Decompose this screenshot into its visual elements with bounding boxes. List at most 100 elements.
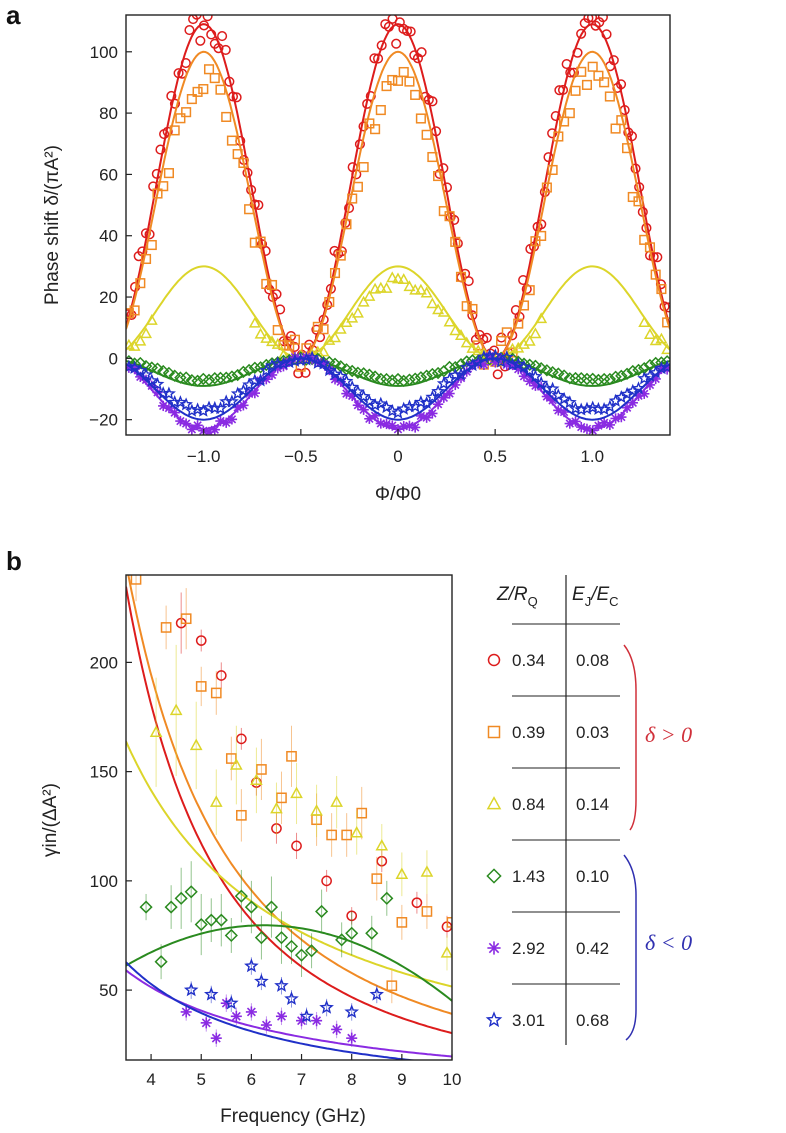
panel-a-ylabel: Phase shift δ/(πA²) <box>42 145 63 305</box>
panel-b-point-yellow <box>270 801 283 814</box>
panel-a-fit-purple <box>126 357 670 430</box>
panel-a-point-orange <box>570 85 581 96</box>
panel-b-point-green <box>204 913 218 927</box>
panel-a-point-orange <box>622 143 633 154</box>
panel-b-point-green <box>174 891 188 905</box>
panel-a-xtick-label: 1.0 <box>580 447 604 466</box>
panel-a-point-blue <box>522 363 537 377</box>
panel-a-point-red <box>550 110 561 122</box>
panel-b-point-yellow <box>375 839 389 851</box>
panel-b-point-blue <box>183 982 199 997</box>
panel-b-point-purple <box>180 1006 192 1018</box>
panel-b-point-yellow <box>189 738 203 751</box>
legend-marker-green <box>486 868 502 884</box>
panel-a-point-blue <box>385 403 400 417</box>
panel-a-point-yellow <box>392 272 404 284</box>
panel-a-point-orange <box>266 279 278 291</box>
panel-b-point-red <box>195 635 207 646</box>
panel-a-point-blue <box>379 399 394 414</box>
panel-b-point-orange <box>286 750 297 762</box>
panel-b-point-purple <box>210 1032 222 1044</box>
panel-a-point-orange <box>284 340 295 351</box>
panel-a-point-orange <box>221 111 232 122</box>
panel-a-point-yellow <box>134 334 147 346</box>
panel-a-xtick-label: 0.5 <box>483 447 507 466</box>
panel-a-xtick-label: −0.5 <box>284 447 318 466</box>
panel-a-point-orange <box>587 61 598 72</box>
legend-z-value: 3.01 <box>512 1011 545 1030</box>
panel-a-point-blue <box>431 384 446 398</box>
panel-a-point-yellow <box>523 334 536 346</box>
panel-a-point-orange <box>604 91 615 102</box>
panel-b-point-yellow <box>149 725 163 737</box>
panel-a-point-orange <box>398 66 409 78</box>
panel-b-point-red <box>321 875 332 887</box>
panel-b-point-orange <box>180 613 192 625</box>
negative-brace <box>623 854 637 1041</box>
panel-a-point-red <box>597 15 608 23</box>
panel-b-marks <box>126 575 452 1060</box>
panel-a-point-blue <box>373 396 388 410</box>
panel-a-point-red <box>365 91 376 102</box>
panel-a-point-blue <box>253 373 268 387</box>
panel-a-point-blue <box>184 403 199 417</box>
panel-b-ytick-label: 100 <box>90 872 118 891</box>
panel-a-point-blue <box>356 389 371 403</box>
legend-rows: 0.34 0.08 0.39 0.03 0.84 0.14 1.43 0.10 2.92 0.42… <box>485 623 620 1030</box>
panel-a-point-blue <box>660 359 670 374</box>
panel-a-point-red <box>586 15 598 23</box>
panel-b-fit-red <box>126 586 452 1035</box>
panel-b-xtick-label: 8 <box>347 1070 356 1089</box>
panel-b-point-purple <box>245 1006 257 1018</box>
panel-b-point-purple <box>296 1015 308 1027</box>
panel-a-point-blue <box>282 355 297 369</box>
panel-b-point-green <box>264 900 279 914</box>
panel-a-point-blue <box>580 401 594 415</box>
panel-b-point-orange <box>396 917 408 928</box>
panel-a-point-orange <box>381 81 392 92</box>
panel-a-point-orange <box>203 64 215 75</box>
panel-a-point-red <box>391 38 402 49</box>
positive-brace <box>623 644 637 831</box>
panel-a-point-orange <box>387 74 398 86</box>
panel-b-point-green <box>184 885 198 899</box>
panel-a-point-green <box>242 363 256 377</box>
panel-b-point-orange <box>421 906 433 917</box>
panel-b-point-green <box>139 900 153 914</box>
panel-b-chart: 4 5 6 7 8 9 10 50 100 150 200 Frequency (GHz) γin/… <box>40 574 461 1127</box>
legend-z-value: 0.39 <box>512 723 545 742</box>
legend-table: Z/RQ EJ/EC 0.34 0.080.39 0.030.84 0.141.43 0… <box>485 575 692 1045</box>
panel-b-ytick-label: 200 <box>90 653 118 672</box>
panel-a-point-blue <box>339 374 354 388</box>
panel-a-point-blue <box>408 399 423 413</box>
panel-b-xtick-label: 5 <box>196 1070 205 1089</box>
panel-a-point-yellow <box>248 316 261 328</box>
panel-a-point-orange <box>518 300 530 311</box>
panel-a-point-green <box>260 358 273 372</box>
panel-a-point-red <box>293 368 304 379</box>
panel-b-point-orange <box>341 829 353 841</box>
panel-a-point-blue <box>585 400 600 414</box>
panel-a-point-blue <box>351 384 365 398</box>
panel-a-point-blue <box>442 372 457 386</box>
panel-a-label: a <box>6 0 21 30</box>
panel-b-point-purple <box>311 1015 323 1027</box>
panel-a-point-blue <box>161 386 176 400</box>
panel-b-point-green <box>224 928 238 943</box>
panel-a-fit-green <box>126 357 670 387</box>
panel-b-xtick-label: 4 <box>146 1070 155 1089</box>
panel-b-point-blue <box>369 986 384 1001</box>
panel-b-point-yellow <box>420 865 434 877</box>
panel-a-point-green <box>580 372 594 386</box>
panel-a-point-orange <box>163 168 174 179</box>
panel-b-point-green <box>254 931 268 945</box>
panel-a-point-red <box>547 128 558 139</box>
panel-b-point-blue <box>274 978 289 992</box>
panel-a-point-purple <box>352 400 364 411</box>
legend-z-value: 2.92 <box>512 939 545 958</box>
panel-b-point-red <box>291 840 302 852</box>
panel-a-point-blue <box>436 376 451 390</box>
legend-z-value: 0.84 <box>512 795 545 814</box>
panel-b-point-yellow <box>350 825 364 838</box>
panel-a-point-yellow <box>449 324 462 336</box>
